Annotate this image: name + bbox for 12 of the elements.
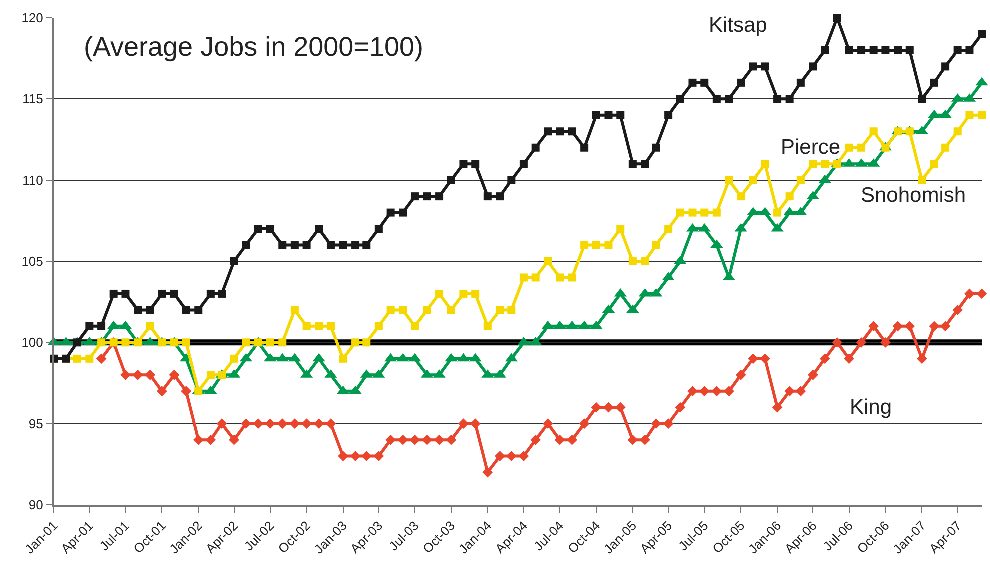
y-tick-label: 120 <box>22 10 44 26</box>
y-tick-label: 115 <box>22 92 44 107</box>
series-label: Pierce <box>781 136 841 159</box>
y-tick-label: 90 <box>28 498 44 513</box>
series-label: King <box>850 396 892 419</box>
series-label: Snohomish <box>861 184 966 207</box>
y-tick-label: 95 <box>28 416 44 432</box>
series-label: Kitsap <box>709 14 768 37</box>
y-tick-label: 105 <box>22 254 44 270</box>
annotation: (Average Jobs in 2000=100) <box>84 32 424 62</box>
y-tick-label: 110 <box>22 172 44 188</box>
y-tick-label: 100 <box>22 335 44 350</box>
